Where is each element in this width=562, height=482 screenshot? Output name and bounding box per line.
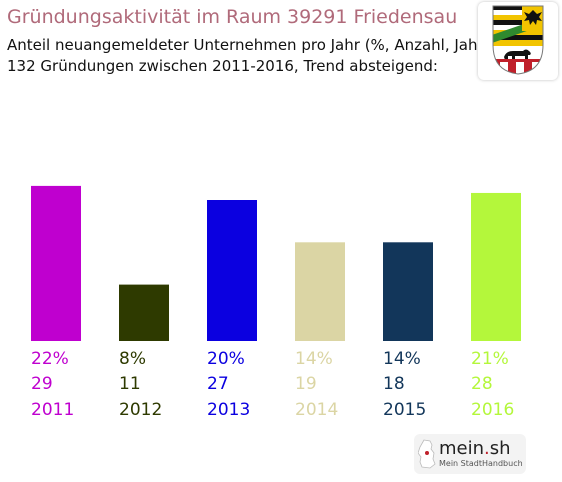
- mein-sh-logo[interactable]: mein.sh Mein StadtHandbuch: [414, 434, 526, 474]
- year-label-2011: 2011: [31, 400, 74, 420]
- bar-2013: [207, 200, 257, 341]
- bar-2016: [471, 192, 521, 341]
- percent-label-2015: 14%: [383, 349, 421, 369]
- bar-2012: [119, 284, 169, 341]
- year-label-2012: 2012: [119, 400, 162, 420]
- year-label-2015: 2015: [383, 400, 426, 420]
- bar-2011: [31, 185, 81, 341]
- percent-label-2012: 8%: [119, 349, 146, 369]
- bar-2015: [383, 242, 433, 341]
- count-label-2016: 28: [471, 374, 493, 394]
- year-label-2016: 2016: [471, 400, 514, 420]
- count-label-2015: 18: [383, 374, 405, 394]
- logo-tagline: Mein StadtHandbuch: [439, 459, 523, 468]
- count-label-2012: 11: [119, 374, 141, 394]
- bar-2014: [295, 242, 345, 341]
- chart-subtitle-line1: Anteil neuangemeldeter Unternehmen pro J…: [7, 36, 490, 54]
- year-label-2014: 2014: [295, 400, 338, 420]
- count-label-2013: 27: [207, 374, 229, 394]
- year-label-2013: 2013: [207, 400, 250, 420]
- percent-label-2014: 14%: [295, 349, 333, 369]
- germany-map-icon: [418, 439, 436, 469]
- percent-label-2011: 22%: [31, 349, 69, 369]
- logo-wordmark: mein.sh: [439, 438, 511, 459]
- count-label-2014: 19: [295, 374, 317, 394]
- percent-label-2013: 20%: [207, 349, 245, 369]
- coat-of-arms: [478, 2, 558, 80]
- count-label-2011: 29: [31, 374, 53, 394]
- saxony-anhalt-coat-of-arms-icon: [492, 5, 544, 75]
- percent-label-2016: 21%: [471, 349, 509, 369]
- chart-title: Gründungsaktivität im Raum 39291 Frieden…: [7, 6, 458, 28]
- chart-subtitle-line2: 132 Gründungen zwischen 2011-2016, Trend…: [7, 57, 438, 75]
